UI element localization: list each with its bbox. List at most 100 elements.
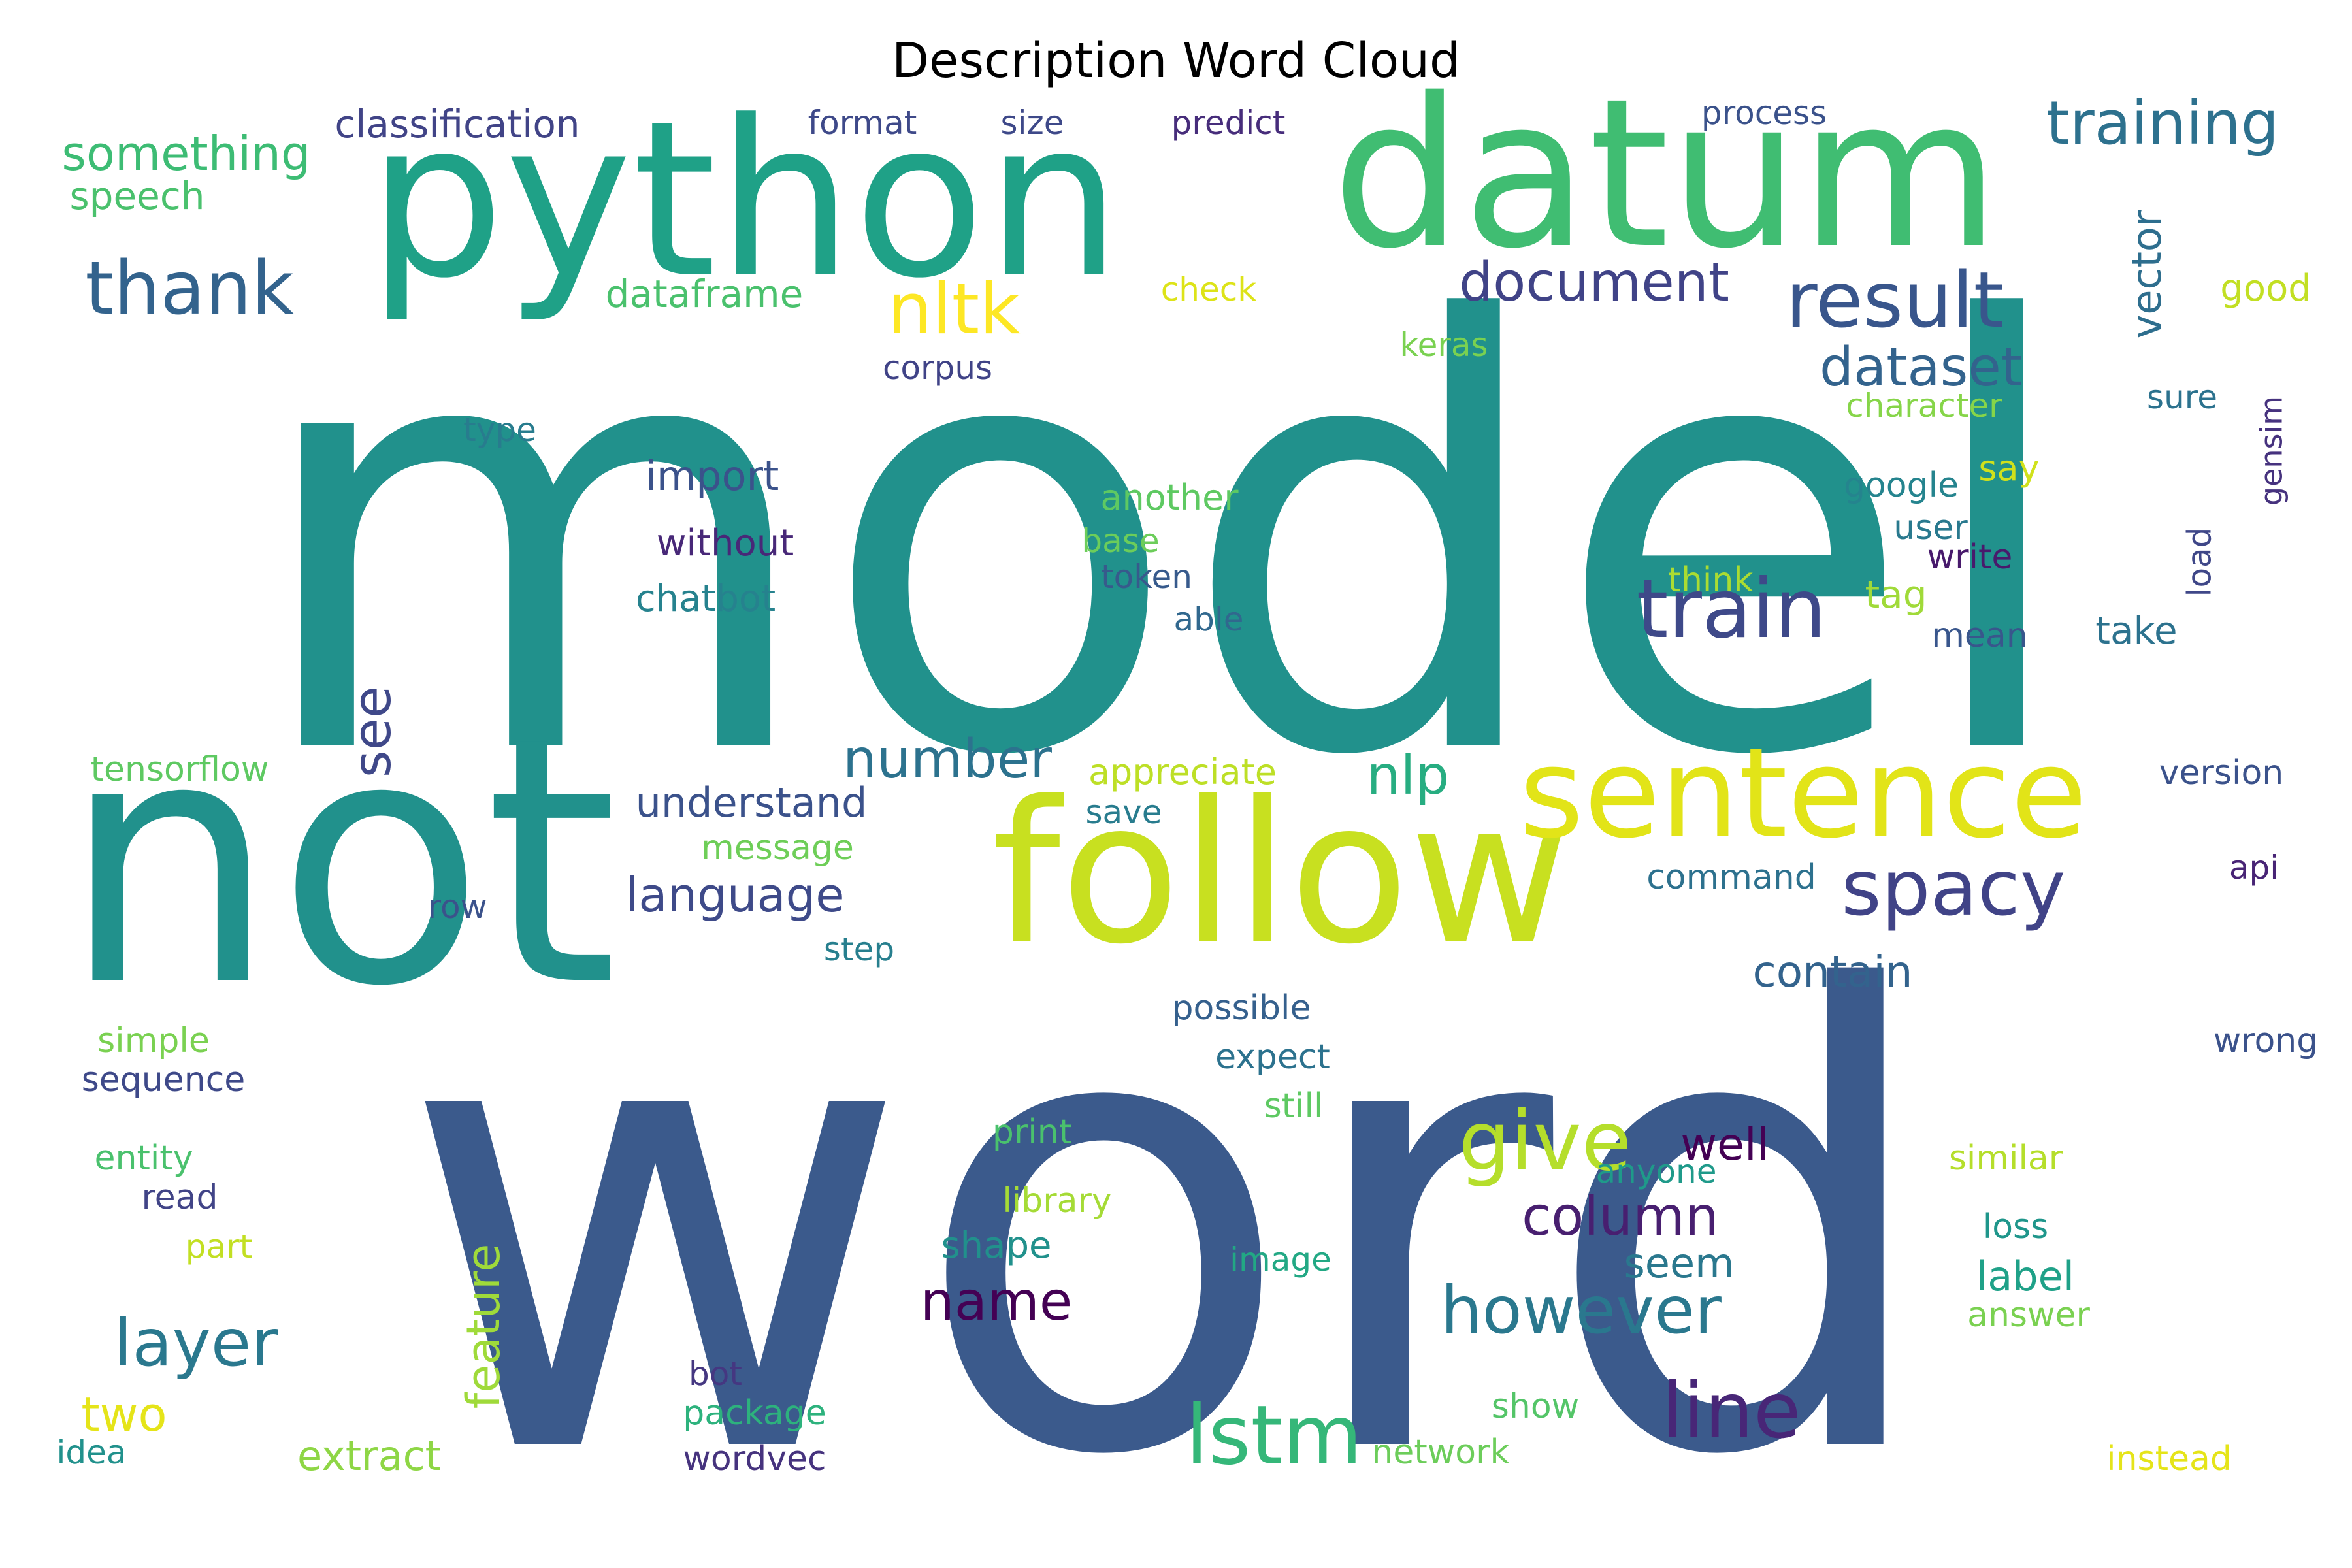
word-result: result [1786, 255, 2004, 345]
word-check: check [1161, 270, 1256, 308]
word-without: without [657, 522, 794, 564]
word-nlp: nlp [1367, 745, 1450, 807]
word-thank: thank [85, 246, 294, 331]
word-corpus: corpus [883, 349, 992, 387]
word-layer: layer [114, 1305, 279, 1381]
word-bot: bot [689, 1355, 742, 1393]
word-google: google [1844, 466, 1959, 505]
word-train: train [1637, 562, 1827, 657]
word-classification: classification [335, 102, 580, 146]
word-dataframe: dataframe [606, 272, 804, 316]
word-still: still [1264, 1086, 1324, 1126]
word-idea: idea [56, 1433, 126, 1471]
word-tag: tag [1865, 572, 1927, 617]
word-similar: similar [1949, 1139, 2063, 1178]
word-extract: extract [297, 1432, 441, 1480]
word-keras: keras [1399, 326, 1488, 364]
word-see: see [342, 686, 402, 777]
word-sequence: sequence [82, 1060, 246, 1100]
word-two: two [81, 1387, 167, 1442]
word-network: network [1371, 1433, 1509, 1472]
word-loss: loss [1983, 1207, 2048, 1247]
word-something: something [61, 126, 310, 181]
word-column: column [1522, 1186, 1719, 1248]
word-tensorflow: tensorflow [91, 750, 269, 789]
word-load: load [2181, 527, 2219, 597]
word-number: number [843, 728, 1052, 791]
word-wrong: wrong [2213, 1021, 2319, 1060]
word-expect: expect [1215, 1037, 1330, 1077]
word-nltk: nltk [887, 269, 1021, 350]
word-another: another [1100, 477, 1239, 518]
word-well: well [1680, 1119, 1769, 1171]
word-training: training [2046, 88, 2279, 158]
word-spacy: spacy [1841, 843, 2065, 933]
word-datum: datum [1332, 55, 2001, 294]
word-show: show [1492, 1387, 1579, 1426]
word-image: image [1230, 1241, 1331, 1279]
word-character: character [1846, 387, 2002, 425]
word-answer: answer [1967, 1296, 2090, 1335]
chart-title: Description Word Cloud [891, 33, 1461, 89]
word-entity: entity [95, 1139, 193, 1178]
word-size: size [1001, 104, 1064, 142]
word-import: import [645, 452, 779, 500]
word-not: not [61, 664, 618, 1060]
word-vector: vector [2123, 210, 2170, 338]
word-read: read [141, 1178, 218, 1217]
word-step: step [824, 930, 894, 968]
word-line: line [1662, 1365, 1801, 1456]
word-language: language [625, 868, 844, 923]
word-anyone: anyone [1596, 1152, 1717, 1190]
word-appreciate: appreciate [1088, 751, 1277, 792]
word-model: model [248, 200, 2078, 884]
word-python: python [368, 74, 1122, 325]
word-word: word [399, 862, 1940, 1568]
word-user: user [1893, 508, 1968, 547]
word-save: save [1085, 793, 1162, 831]
word-name: name [921, 1271, 1073, 1333]
word-print: print [992, 1113, 1072, 1152]
word-predict: predict [1171, 104, 1286, 142]
word-row: row [428, 888, 487, 926]
word-good: good [2220, 267, 2311, 310]
word-part: part [186, 1228, 253, 1266]
word-process: process [1701, 94, 1827, 132]
word-shape: shape [941, 1224, 1052, 1267]
word-type: type [463, 411, 536, 449]
word-sentence: sentence [1519, 721, 2087, 866]
word-label: label [1976, 1252, 2074, 1300]
word-version: version [2159, 753, 2283, 792]
word-base: base [1081, 522, 1159, 560]
word-wordvec: wordvec [683, 1439, 826, 1478]
word-gensim: gensim [2254, 396, 2289, 506]
word-api: api [2229, 849, 2279, 887]
word-lstm: lstm [1186, 1388, 1363, 1483]
word-speech: speech [69, 174, 204, 218]
word-follow: follow [992, 759, 1570, 987]
word-understand: understand [636, 779, 868, 826]
word-document: document [1459, 252, 1729, 314]
word-write: write [1927, 538, 2013, 577]
word-library: library [1002, 1181, 1111, 1220]
word-sure: sure [2147, 378, 2217, 416]
word-token: token [1101, 558, 1192, 596]
word-mean: mean [1931, 616, 2027, 655]
word-dataset: dataset [1820, 336, 2022, 399]
word-format: format [808, 104, 917, 142]
word-take: take [2095, 608, 2178, 653]
word-command: command [1646, 858, 1816, 897]
word-contain: contain [1753, 947, 1913, 997]
word-seem: seem [1624, 1239, 1735, 1287]
word-feature: feature [457, 1244, 510, 1409]
word-chatbot: chatbot [636, 578, 776, 620]
word-instead: instead [2106, 1439, 2232, 1478]
word-message: message [701, 828, 854, 868]
word-however: however [1441, 1272, 1722, 1348]
word-able: able [1173, 600, 1243, 638]
word-think: think [1668, 561, 1754, 600]
word-package: package [683, 1394, 826, 1433]
word-possible: possible [1172, 988, 1311, 1028]
